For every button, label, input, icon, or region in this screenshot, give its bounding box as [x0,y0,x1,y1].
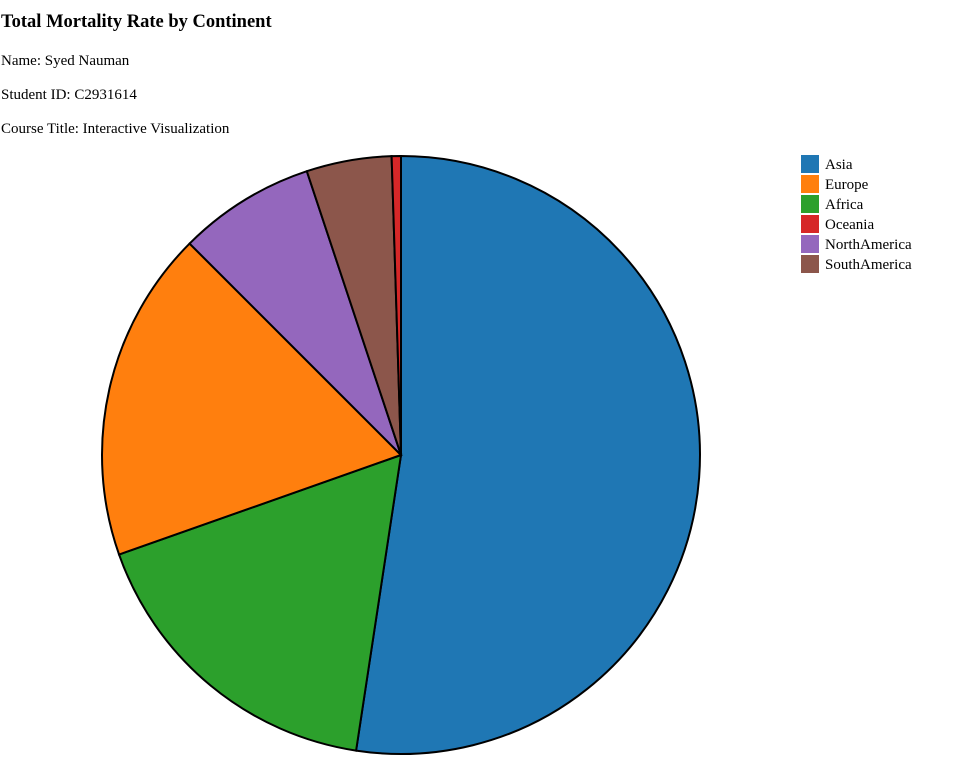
course-title: Course Title: Interactive Visualization [1,121,230,137]
pie-slice-oceania[interactable] [390,154,402,456]
author-name: Name: Syed Nauman [1,53,130,69]
legend-label-africa: Africa [825,197,864,213]
legend-label-northamerica: NorthAmerica [825,237,912,253]
legend-item-northamerica: NorthAmerica [801,235,912,253]
legend-swatch-africa [801,195,819,213]
legend-item-europe: Europe [801,175,869,193]
legend-swatch-northamerica [801,235,819,253]
legend-item-africa: Africa [801,195,864,213]
page-title: Total Mortality Rate by Continent [1,12,272,32]
legend-item-oceania: Oceania [801,215,874,233]
student-id: Student ID: C2931614 [1,87,137,103]
pie-slice-europe[interactable] [101,242,403,556]
legend-label-europe: Europe [825,177,869,193]
legend-swatch-southamerica [801,255,819,273]
pie-slices [101,154,701,755]
legend-label-asia: Asia [825,157,853,173]
legend-swatch-oceania [801,215,819,233]
legend-label-oceania: Oceania [825,217,874,233]
pie-slice-asia[interactable] [354,154,701,755]
pie-slice-northamerica[interactable] [188,169,402,456]
legend-swatch-europe [801,175,819,193]
legend-item-asia: Asia [801,155,853,173]
legend-swatch-asia [801,155,819,173]
pie-slice-africa[interactable] [117,453,403,752]
legend-label-southamerica: SouthAmerica [825,257,912,273]
legend-item-southamerica: SouthAmerica [801,255,912,273]
chart-legend: Asia Europe Africa Oceania NorthAmerica South… [801,155,912,273]
